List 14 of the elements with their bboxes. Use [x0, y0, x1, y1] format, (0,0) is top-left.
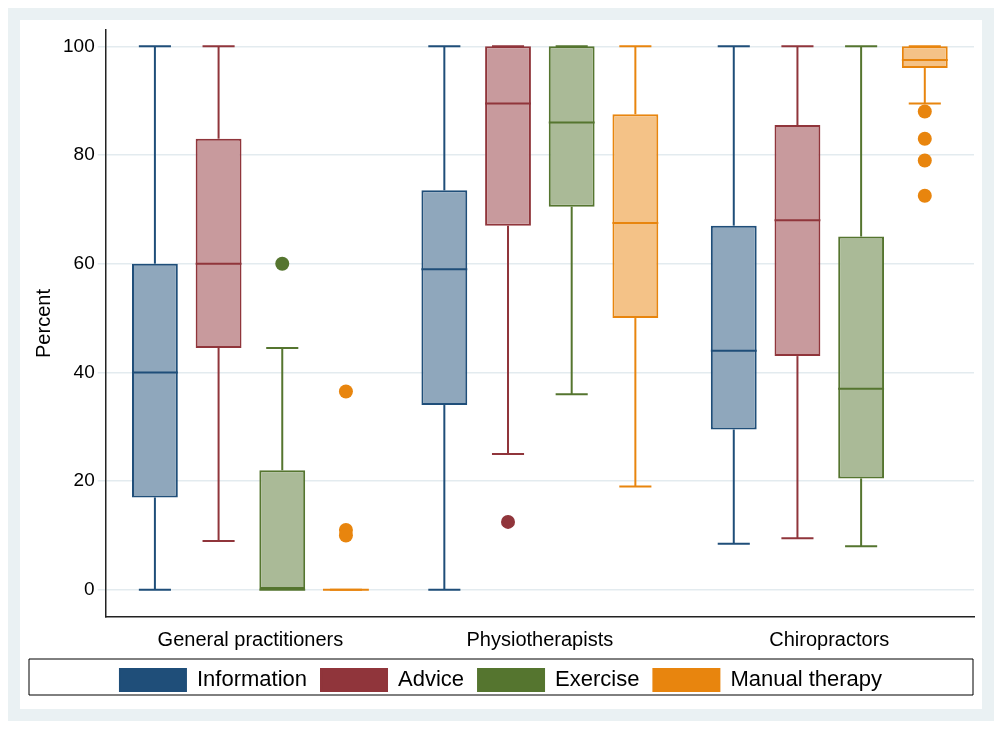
x-tick-label: Chiropractors	[769, 627, 890, 650]
y-tick-label: 0	[84, 578, 95, 600]
y-tick-label: 60	[73, 251, 95, 273]
legend-label: Manual therapy	[730, 666, 883, 692]
legend-label: Information	[196, 666, 308, 692]
y-tick-label: 20	[73, 469, 95, 491]
y-tick-label: 100	[63, 34, 95, 56]
x-tick-label: Physiotherapists	[466, 627, 614, 650]
y-tick-label: 80	[73, 143, 95, 165]
x-tick-label: General practitioners	[157, 627, 344, 650]
y-axis-title: Percent	[31, 288, 54, 358]
legend-label: Exercise	[555, 666, 640, 692]
legend-label: Advice	[398, 666, 465, 692]
y-tick-label: 40	[73, 360, 95, 382]
